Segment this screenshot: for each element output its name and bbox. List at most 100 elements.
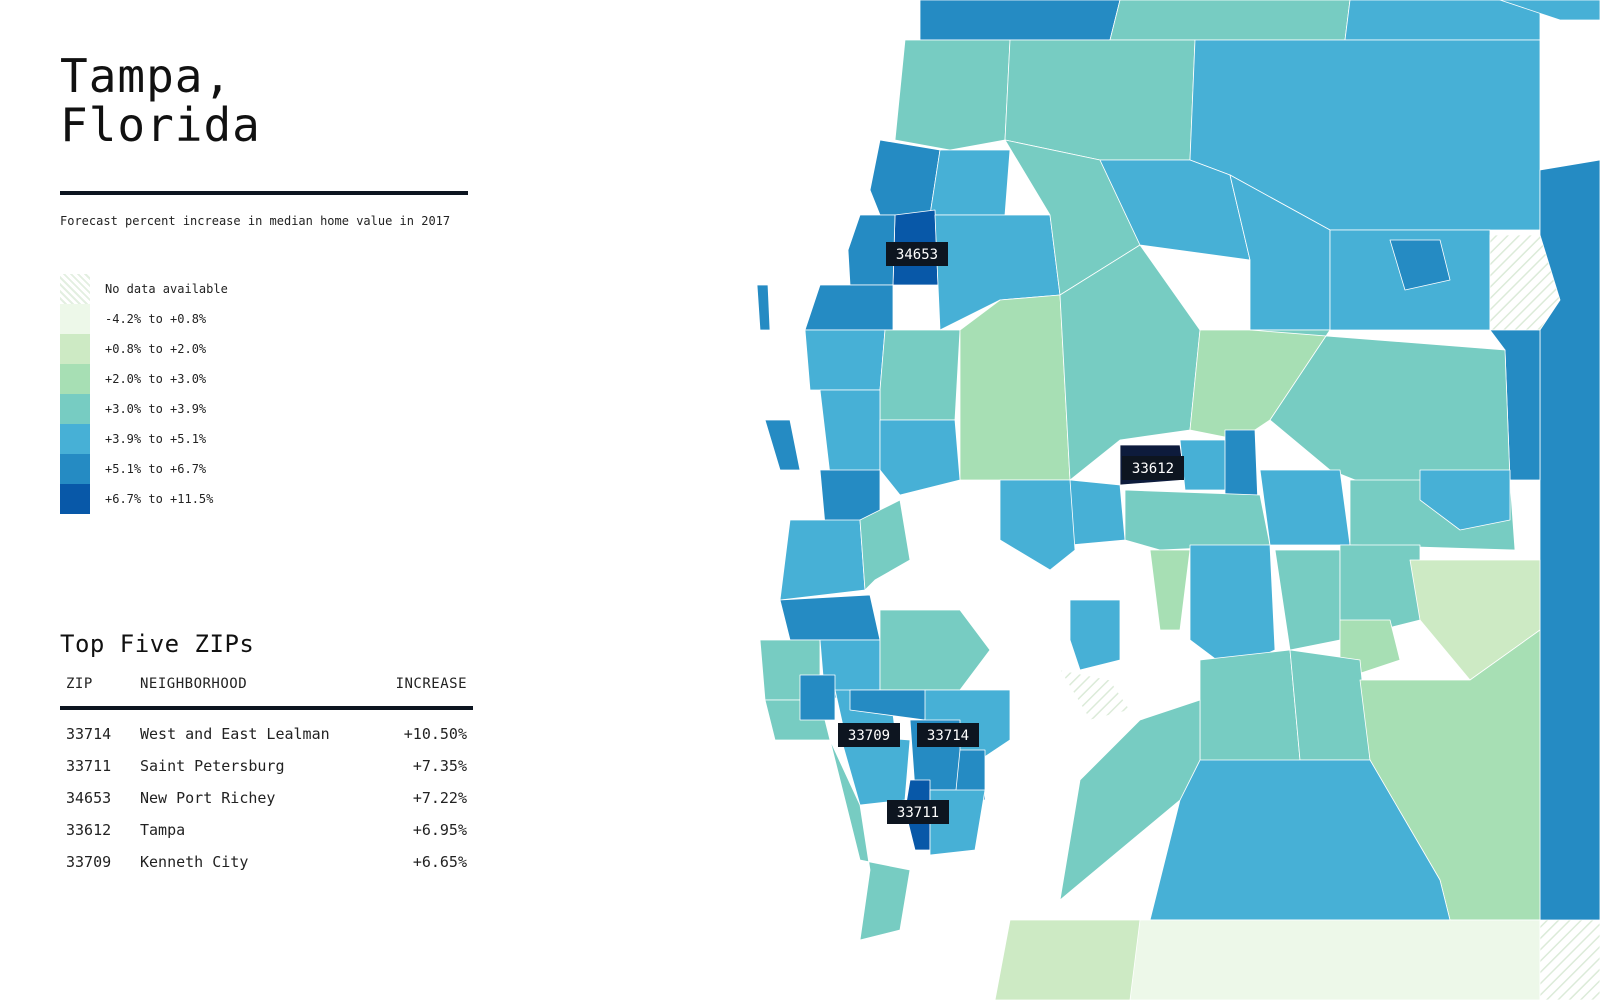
zip-region[interactable] xyxy=(819,389,881,476)
legend-swatch xyxy=(60,424,90,454)
neighborhood-cell: Tampa xyxy=(140,821,186,839)
map-label-text: 33711 xyxy=(897,805,939,821)
table-row: 33711 Saint Petersburg +7.35% xyxy=(60,750,473,782)
neighborhood-cell: Kenneth City xyxy=(140,853,249,871)
choropleth-map[interactable]: 34653 33612 33709 33714 33711 xyxy=(740,0,1600,1000)
map-label-text: 33709 xyxy=(848,728,890,744)
zip-region[interactable] xyxy=(1344,0,1541,41)
zip-region[interactable] xyxy=(879,609,991,691)
zip-region[interactable] xyxy=(869,139,941,216)
zip-region[interactable] xyxy=(1109,0,1351,41)
title-line-2: Florida xyxy=(60,98,261,152)
table-row: 33612 Tampa +6.95% xyxy=(60,814,473,846)
zip-region[interactable] xyxy=(1059,699,1201,901)
legend-swatch xyxy=(60,304,90,334)
table-header-row: ZIP NEIGHBORHOOD INCREASE xyxy=(60,670,473,710)
zip-region[interactable] xyxy=(1129,919,1541,1000)
zip-region[interactable] xyxy=(859,499,911,591)
legend-item-4: +3.0% to +3.9% xyxy=(60,394,228,424)
zip-cell: 34653 xyxy=(66,789,112,807)
zip-region[interactable] xyxy=(954,749,986,801)
map-title: Tampa, Florida xyxy=(60,52,261,150)
zip-region[interactable] xyxy=(1059,669,1131,721)
zip-region[interactable] xyxy=(1004,39,1196,161)
zip-region[interactable] xyxy=(799,674,836,721)
legend-label: +6.7% to +11.5% xyxy=(105,492,214,506)
zip-region[interactable] xyxy=(1499,0,1600,21)
neighborhood-cell: Saint Petersburg xyxy=(140,757,285,775)
legend-item-7: +6.7% to +11.5% xyxy=(60,484,228,514)
top-five-title: Top Five ZIPs xyxy=(60,630,255,658)
zip-region[interactable] xyxy=(879,329,961,421)
map-label-34653[interactable]: 34653 xyxy=(886,242,948,266)
increase-cell: +10.50% xyxy=(403,725,467,743)
zip-region[interactable] xyxy=(1289,649,1371,761)
zip-cell: 33709 xyxy=(66,853,112,871)
zip-region[interactable] xyxy=(1419,469,1511,531)
zip-region[interactable] xyxy=(879,419,961,496)
legend-item-2: +0.8% to +2.0% xyxy=(60,334,228,364)
map-label-text: 34653 xyxy=(896,247,938,263)
legend-item-6: +5.1% to +6.7% xyxy=(60,454,228,484)
neighborhood-cell: New Port Richey xyxy=(140,789,276,807)
increase-cell: +6.65% xyxy=(412,853,467,871)
zip-region[interactable] xyxy=(764,419,801,471)
legend-swatch xyxy=(60,334,90,364)
increase-cell: +7.35% xyxy=(412,757,467,775)
map-label-33714[interactable]: 33714 xyxy=(917,723,979,747)
zip-region[interactable] xyxy=(1069,599,1121,671)
legend-swatch xyxy=(60,484,90,514)
increase-cell: +6.95% xyxy=(412,821,467,839)
title-line-1: Tampa, xyxy=(60,49,233,103)
map-label-33709[interactable]: 33709 xyxy=(838,723,900,747)
zip-region[interactable] xyxy=(804,284,894,331)
zip-region[interactable] xyxy=(929,149,1011,216)
column-header-neighborhood: NEIGHBORHOOD xyxy=(134,670,374,710)
legend-label: +2.0% to +3.0% xyxy=(105,372,207,386)
legend-label: -4.2% to +0.8% xyxy=(105,312,207,326)
zip-region[interactable] xyxy=(1259,469,1351,546)
zip-region[interactable] xyxy=(919,0,1121,41)
zip-region[interactable] xyxy=(999,479,1076,571)
zip-region[interactable] xyxy=(894,39,1011,151)
legend-label: +0.8% to +2.0% xyxy=(105,342,207,356)
zip-region[interactable] xyxy=(1149,759,1451,921)
legend-swatch xyxy=(60,454,90,484)
zip-region[interactable] xyxy=(1124,489,1271,551)
legend-swatch xyxy=(60,394,90,424)
zip-cell: 33714 xyxy=(66,725,112,743)
zip-region[interactable] xyxy=(1069,479,1126,546)
map-label-33612[interactable]: 33612 xyxy=(1122,456,1184,480)
map-label-33711[interactable]: 33711 xyxy=(887,800,949,824)
zip-region[interactable] xyxy=(1489,329,1541,481)
map-label-text: 33612 xyxy=(1132,461,1174,477)
zip-cell: 33612 xyxy=(66,821,112,839)
zip-region[interactable] xyxy=(1274,549,1341,651)
zip-region[interactable] xyxy=(1149,549,1191,631)
zip-region[interactable] xyxy=(804,329,886,391)
zip-region[interactable] xyxy=(994,919,1151,1000)
table-row: 33709 Kenneth City +6.65% xyxy=(60,846,473,878)
legend-swatch xyxy=(60,274,90,304)
zip-region[interactable] xyxy=(959,294,1071,481)
top-five-table: ZIP NEIGHBORHOOD INCREASE 33714 West and… xyxy=(60,670,473,878)
neighborhood-cell: West and East Lealman xyxy=(140,725,330,743)
zip-region[interactable] xyxy=(1389,239,1451,291)
map-subtitle: Forecast percent increase in median home… xyxy=(60,214,451,228)
table-row: 34653 New Port Richey +7.22% xyxy=(60,782,473,814)
zip-region[interactable] xyxy=(779,594,881,641)
zip-region[interactable] xyxy=(1189,544,1276,671)
legend-item-no-data: No data available xyxy=(60,274,228,304)
table-row: 33714 West and East Lealman +10.50% xyxy=(60,708,473,750)
zip-region[interactable] xyxy=(756,284,771,331)
legend: No data available -4.2% to +0.8% +0.8% t… xyxy=(60,274,228,514)
zip-region[interactable] xyxy=(1489,234,1561,331)
zip-region[interactable] xyxy=(1539,919,1600,1000)
legend-label: No data available xyxy=(105,282,228,296)
legend-label: +3.0% to +3.9% xyxy=(105,402,207,416)
title-divider xyxy=(60,191,468,195)
legend-label: +3.9% to +5.1% xyxy=(105,432,207,446)
legend-swatch xyxy=(60,364,90,394)
zip-region[interactable] xyxy=(779,519,866,601)
zip-region[interactable] xyxy=(829,739,911,941)
